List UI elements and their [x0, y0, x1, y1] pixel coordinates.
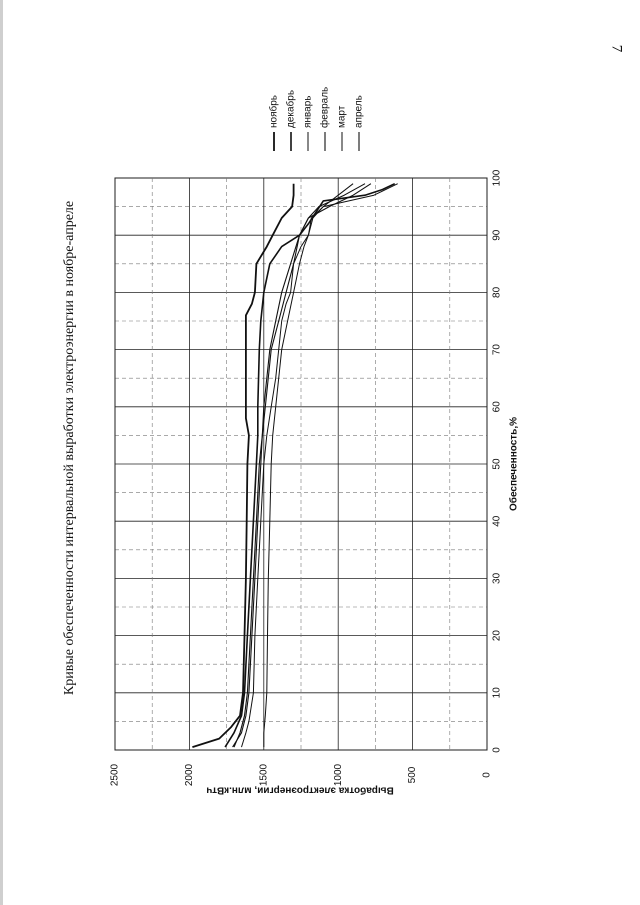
axis-layer: 0102030405060708090100050010001500200025…	[110, 169, 520, 796]
series-line-2	[241, 183, 398, 748]
x-tick-label: 80	[492, 286, 503, 298]
series-layer	[192, 182, 398, 748]
x-tick-label: 60	[492, 401, 503, 413]
legend-label: декабрь	[285, 90, 297, 128]
x-tick-label: 90	[492, 229, 503, 241]
series-line-4	[263, 183, 354, 748]
legend-label: январь	[303, 96, 314, 128]
legend: ноябрь декабрь январь февраль март апрель	[268, 87, 365, 151]
legend-label: февраль	[319, 87, 331, 128]
series-line-0	[192, 183, 295, 748]
x-tick-label: 30	[492, 572, 503, 584]
legend-label: ноябрь	[268, 95, 280, 128]
scan-edge	[0, 0, 3, 905]
y-tick-label: 0	[482, 772, 493, 778]
y-tick-label: 2500	[110, 763, 121, 786]
x-tick-label: 10	[492, 687, 503, 699]
x-axis-title: Обеспеченность,%	[508, 417, 520, 511]
grid-layer	[114, 177, 488, 751]
y-tick-label: 1000	[333, 763, 344, 786]
series-line-5	[232, 183, 366, 748]
legend-label: апрель	[354, 95, 365, 128]
x-tick-label: 40	[492, 515, 503, 527]
x-tick-label: 20	[492, 630, 503, 642]
x-tick-label: 50	[492, 458, 503, 470]
x-tick-label: 0	[492, 747, 503, 753]
y-tick-label: 500	[407, 766, 418, 783]
y-tick-label: 2000	[184, 763, 195, 786]
x-tick-label: 100	[492, 169, 503, 186]
legend-label: март	[337, 105, 348, 128]
y-axis-title: Выработка электроэнергии, млн.кВтч	[206, 784, 394, 796]
x-tick-label: 70	[492, 344, 503, 356]
y-tick-label: 1500	[258, 763, 269, 786]
